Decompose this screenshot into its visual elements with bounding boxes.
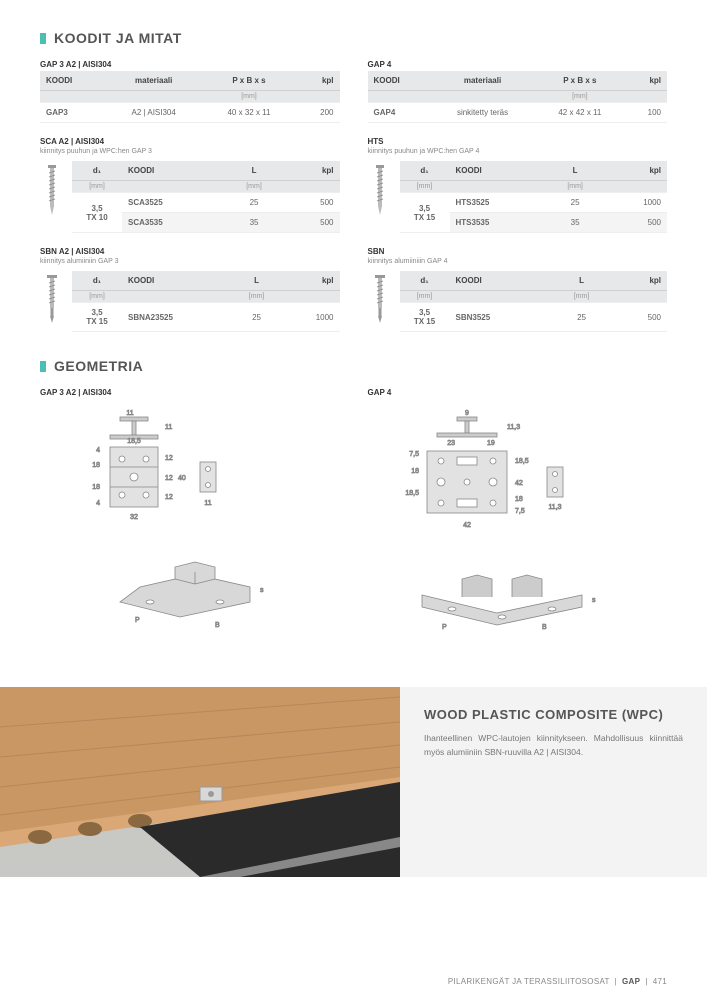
svg-text:18,5: 18,5: [127, 438, 141, 445]
sbn-title: SBN: [368, 247, 668, 256]
svg-text:11,3: 11,3: [507, 424, 520, 431]
table-row: 3,5 TX 10 SCA3525 25 500: [72, 193, 340, 213]
svg-text:18: 18: [92, 462, 100, 469]
sca-title: SCA A2 | AISI304: [40, 137, 340, 146]
hts-table: d₁ KOODI L kpl [mm][mm] 3,5 TX 15 HTS352…: [400, 161, 668, 233]
title-text: KOODIT JA MITAT: [54, 30, 182, 46]
gap3-label: GAP 3 A2 | AISI304: [40, 60, 340, 69]
drill-screw-icon: [368, 271, 392, 327]
geom-right-label: GAP 4: [368, 388, 668, 397]
svg-text:40: 40: [178, 475, 186, 482]
screw-icon: [40, 161, 64, 217]
table-row: 3,5 TX 15 HTS3525 25 1000: [400, 193, 668, 213]
wpc-title: WOOD PLASTIC COMPOSITE (WPC): [424, 707, 683, 722]
svg-text:7,5: 7,5: [515, 508, 525, 515]
gap4-table: KOODI materiaali P x B x s kpl [mm] GAP4…: [368, 71, 668, 123]
th-materiaali: materiaali: [105, 71, 201, 91]
section-koodit-title: KOODIT JA MITAT: [40, 30, 667, 46]
th-kpl: kpl: [296, 71, 339, 91]
svg-text:s: s: [260, 587, 264, 594]
svg-text:23: 23: [447, 440, 455, 447]
title-text: GEOMETRIA: [54, 358, 143, 374]
svg-text:18: 18: [411, 468, 419, 475]
page-footer: PILARIKENGÄT JA TERASSILIITOSOSAT | GAP …: [448, 977, 667, 986]
svg-text:12: 12: [165, 475, 173, 482]
th-pbs: P x B x s: [202, 71, 296, 91]
screw-icon: [368, 161, 392, 217]
svg-text:4: 4: [96, 447, 100, 454]
sca-table: d₁ KOODI L kpl [mm][mm] 3,5 TX 10 SCA352…: [72, 161, 340, 233]
svg-text:19: 19: [487, 440, 495, 447]
table-row: GAP3 A2 | AISI304 40 x 32 x 11 200: [40, 103, 340, 123]
sca-desc: kiinnitys puuhun ja WPC:hen GAP 3: [40, 148, 340, 155]
gap3-diagram: 11 11 4 18 18 4: [40, 407, 340, 667]
gap4-diagram: 9 11,3 23 19: [368, 407, 668, 667]
svg-text:18,5: 18,5: [406, 490, 420, 497]
svg-text:11,3: 11,3: [549, 504, 562, 511]
svg-text:4: 4: [96, 500, 100, 507]
svg-text:P: P: [442, 624, 447, 631]
sbna-desc: kiinnitys alumiiniin GAP 3: [40, 258, 340, 265]
gap4-label: GAP 4: [368, 60, 668, 69]
sbna-table: d₁ KOODI L kpl [mm][mm] 3,5 TX 15 SBNA23…: [72, 271, 340, 332]
svg-text:B: B: [542, 624, 547, 631]
svg-text:11: 11: [165, 424, 172, 431]
hts-desc: kiinnitys puuhun ja WPC:hen GAP 4: [368, 148, 668, 155]
svg-text:B: B: [215, 622, 220, 629]
table-row: 3,5 TX 15 SBN3525 25 500: [400, 303, 668, 332]
teal-marker: [40, 33, 46, 44]
section-geometria-title: GEOMETRIA: [40, 358, 667, 374]
svg-text:32: 32: [130, 514, 138, 521]
svg-text:42: 42: [463, 522, 471, 529]
svg-text:P: P: [135, 617, 140, 624]
svg-text:42: 42: [515, 480, 523, 487]
sbn-table: d₁ KOODI L kpl [mm][mm] 3,5 TX 15 SBN352…: [400, 271, 668, 332]
table-row: 3,5 TX 15 SBNA23525 25 1000: [72, 303, 340, 332]
sbna-title: SBN A2 | AISI304: [40, 247, 340, 256]
th-koodi: KOODI: [40, 71, 105, 91]
svg-text:18: 18: [92, 484, 100, 491]
svg-text:11: 11: [126, 410, 133, 417]
sbn-desc: kiinnitys alumiiniiin GAP 4: [368, 258, 668, 265]
drill-screw-icon: [40, 271, 64, 327]
hts-title: HTS: [368, 137, 668, 146]
svg-text:18: 18: [515, 496, 523, 503]
svg-text:12: 12: [165, 455, 173, 462]
svg-text:12: 12: [165, 494, 173, 501]
table-row: GAP4 sinkitetty teräs 42 x 42 x 11 100: [368, 103, 668, 123]
geom-left-label: GAP 3 A2 | AISI304: [40, 388, 340, 397]
svg-text:18,5: 18,5: [515, 458, 529, 465]
wpc-section: WOOD PLASTIC COMPOSITE (WPC) Ihanteellin…: [0, 687, 707, 877]
gap3-table: KOODI materiaali P x B x s kpl [mm] GAP3…: [40, 71, 340, 123]
wpc-photo: [0, 687, 400, 877]
svg-text:7,5: 7,5: [410, 451, 420, 458]
svg-text:11: 11: [204, 500, 211, 507]
wpc-body: Ihanteellinen WPC-lautojen kiinnitykseen…: [424, 732, 683, 759]
svg-text:9: 9: [465, 410, 469, 417]
svg-text:s: s: [592, 597, 596, 604]
teal-marker: [40, 361, 46, 372]
